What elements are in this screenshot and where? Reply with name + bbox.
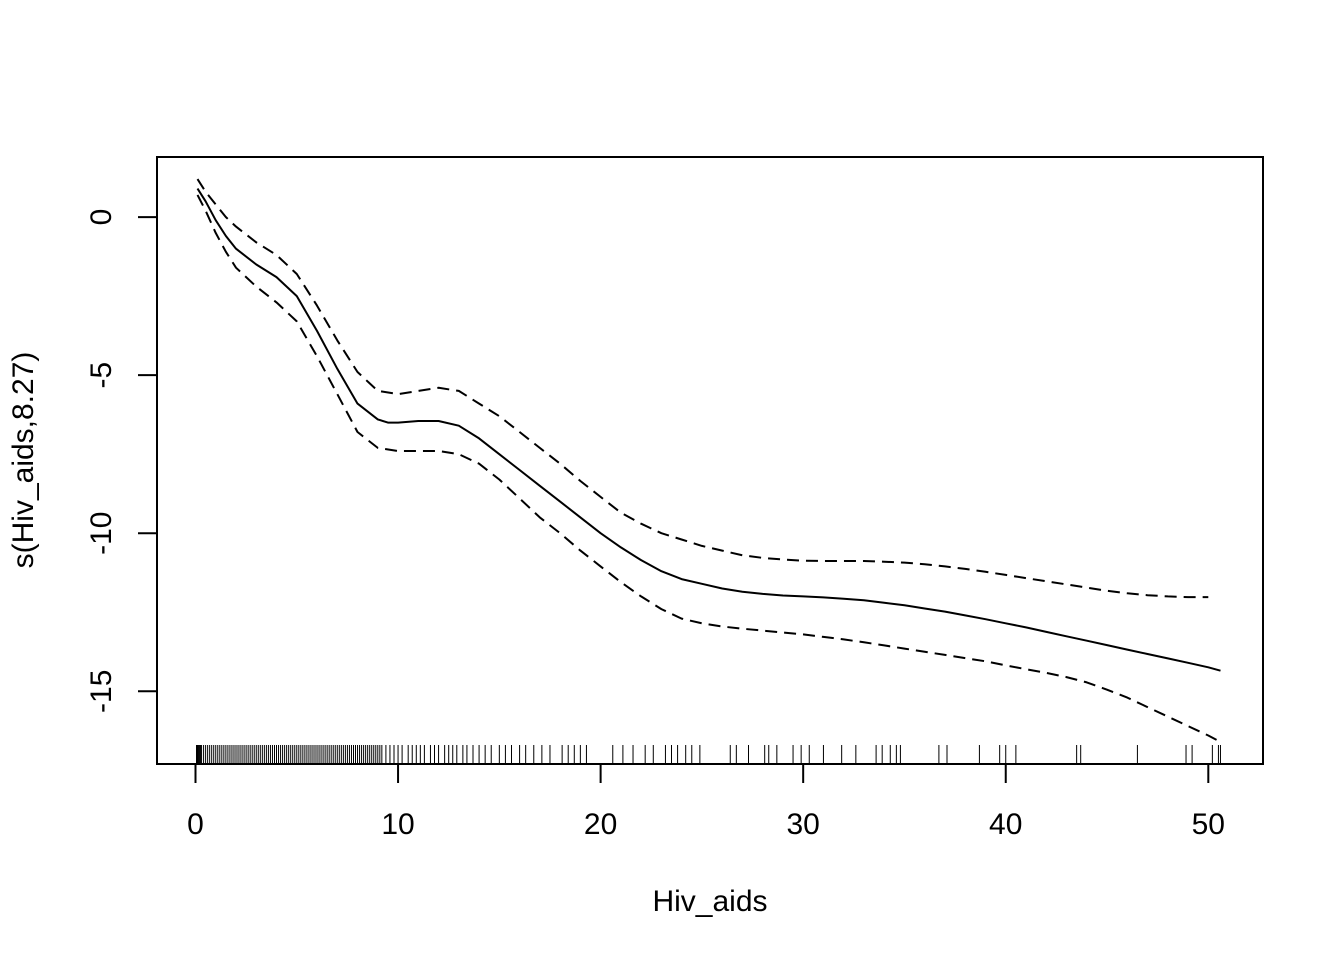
series-layer <box>196 178 1221 743</box>
x-axis: 0 10 20 30 40 50 <box>187 763 1225 841</box>
confidence-band-line <box>196 194 1221 743</box>
y-axis: 0 -5 -10 -15 <box>85 209 158 713</box>
y-tick-label: -10 <box>85 512 118 555</box>
y-tick-label: 0 <box>85 209 118 226</box>
rug-layer <box>196 745 1221 764</box>
smooth-estimate-line <box>196 188 1221 672</box>
plot-frame <box>156 156 1264 765</box>
x-tick-label: 30 <box>786 808 819 841</box>
x-tick-label: 50 <box>1192 808 1225 841</box>
y-axis-title: s(Hiv_aids,8.27) <box>7 352 40 569</box>
x-tick-label: 40 <box>989 808 1022 841</box>
x-axis-title: Hiv_aids <box>652 885 767 918</box>
x-tick-label: 10 <box>381 808 414 841</box>
y-tick-label: -15 <box>85 670 118 713</box>
y-tick-label: -5 <box>85 362 118 389</box>
confidence-band-line <box>196 178 1209 599</box>
x-tick-label: 20 <box>584 808 617 841</box>
x-tick-label: 0 <box>187 808 204 841</box>
